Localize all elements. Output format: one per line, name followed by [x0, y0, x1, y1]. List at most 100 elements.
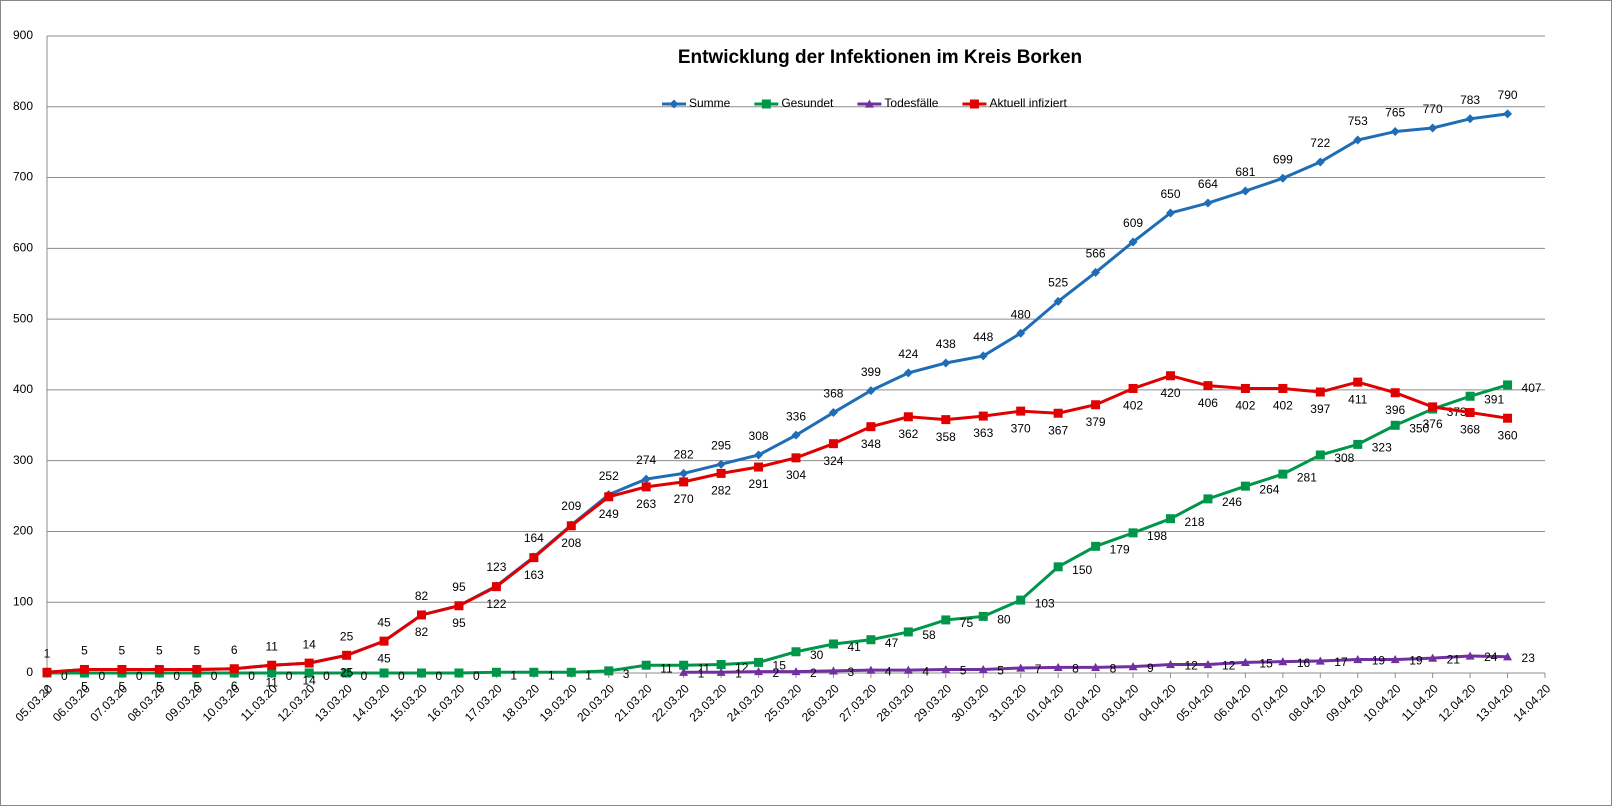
data-point [529, 667, 539, 677]
data-point [941, 664, 951, 674]
data-label: 123 [486, 560, 506, 574]
data-point [1091, 267, 1101, 277]
y-tick-label: 500 [13, 311, 33, 325]
data-label: 15 [773, 659, 787, 673]
data-point [716, 667, 726, 676]
data-label: 770 [1423, 102, 1443, 116]
data-label: 407 [1522, 381, 1542, 395]
data-point [1390, 420, 1400, 430]
data-point [1353, 439, 1363, 449]
data-label: 25 [340, 665, 354, 679]
data-label: 424 [898, 347, 918, 361]
data-point [1315, 157, 1325, 167]
data-label: 25 [340, 629, 354, 643]
data-label: 45 [377, 615, 391, 629]
data-label: 11 [265, 675, 278, 689]
y-tick-label: 700 [13, 170, 33, 184]
data-label: 246 [1222, 495, 1242, 509]
data-label: 5 [156, 680, 163, 694]
data-label: 368 [823, 387, 843, 401]
data-label: 3 [847, 665, 854, 679]
data-label: 753 [1348, 114, 1368, 128]
data-point [1240, 186, 1250, 196]
data-label: 5 [119, 644, 126, 658]
data-point [866, 635, 876, 645]
legend-label: Aktuell infiziert [989, 96, 1067, 110]
data-label: 252 [599, 469, 619, 483]
data-label: 23 [1522, 651, 1536, 665]
data-label: 295 [711, 438, 731, 452]
data-point [978, 411, 988, 421]
y-tick-label: 300 [13, 453, 33, 467]
data-point [342, 668, 352, 678]
data-label: 304 [786, 468, 806, 482]
data-point [229, 664, 239, 674]
y-tick-label: 800 [13, 99, 33, 113]
data-label: 274 [636, 453, 656, 467]
data-label: 0 [98, 669, 105, 683]
data-label: 790 [1498, 88, 1518, 102]
data-point [1128, 528, 1138, 538]
data-point [1278, 469, 1288, 479]
data-point [379, 668, 389, 678]
data-label: 16 [1297, 656, 1311, 670]
data-point [267, 668, 277, 678]
data-label: 80 [997, 613, 1011, 627]
data-point [1166, 208, 1175, 218]
data-point [1428, 653, 1438, 662]
data-label: 367 [1048, 423, 1068, 437]
data-point [1128, 662, 1138, 671]
data-point [417, 668, 426, 678]
data-point [716, 459, 726, 469]
data-point [604, 666, 614, 676]
data-label: 150 [1072, 563, 1092, 577]
data-label: 15 [1259, 657, 1273, 671]
data-point [1128, 383, 1138, 393]
data-point [42, 667, 52, 677]
data-label: 95 [452, 616, 466, 630]
data-label: 5 [960, 664, 967, 678]
data-point [903, 627, 913, 637]
data-point [679, 667, 689, 676]
data-point [192, 664, 202, 674]
data-point [679, 477, 689, 487]
data-point [1503, 413, 1513, 423]
data-point [1315, 656, 1325, 665]
data-label: 19 [1409, 654, 1423, 668]
data-label: 0 [286, 669, 293, 683]
data-label: 8 [1072, 662, 1079, 676]
data-point [1390, 127, 1400, 137]
data-label: 448 [973, 330, 993, 344]
data-point [903, 665, 913, 674]
y-tick-label: 600 [13, 241, 33, 255]
data-label: 45 [377, 651, 391, 665]
data-label: 396 [1385, 403, 1405, 417]
data-point [1203, 381, 1213, 391]
data-point [791, 430, 801, 440]
data-point [491, 582, 501, 592]
data-label: 0 [211, 669, 218, 683]
data-point [1465, 651, 1475, 660]
data-label: 5 [193, 644, 200, 658]
series-line [47, 383, 1508, 675]
data-label: 379 [1086, 415, 1106, 429]
data-label: 1 [510, 668, 517, 682]
data-point [1053, 296, 1063, 306]
data-label: 0 [61, 669, 68, 683]
data-point [1240, 481, 1250, 491]
data-label: 103 [1035, 596, 1055, 610]
data-label: 47 [885, 636, 899, 650]
data-point [1016, 328, 1026, 338]
data-label: 722 [1310, 136, 1330, 150]
data-point [1053, 662, 1063, 671]
data-point [604, 492, 614, 502]
legend-marker [669, 99, 679, 109]
data-point [1053, 562, 1063, 572]
data-point [304, 658, 314, 668]
data-point [1465, 114, 1475, 124]
data-label: 282 [711, 484, 731, 498]
y-tick-label: 900 [13, 28, 33, 42]
data-point [828, 408, 838, 418]
data-label: 0 [136, 669, 143, 683]
